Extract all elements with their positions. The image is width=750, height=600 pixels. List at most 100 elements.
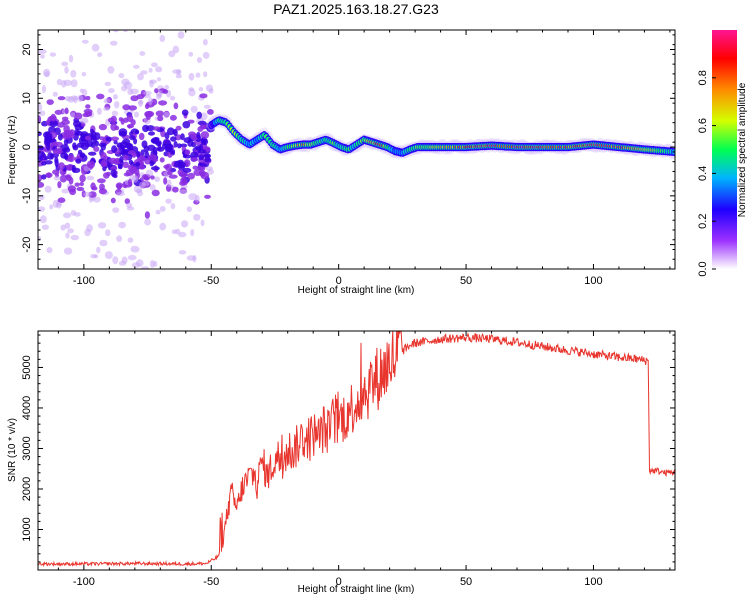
noise-blob	[126, 202, 133, 208]
noise-blob	[198, 87, 204, 92]
noise-blob	[151, 189, 160, 197]
noise-blob	[188, 88, 196, 97]
noise-blob	[38, 287, 46, 291]
noise-blob	[111, 110, 119, 117]
noise-blob	[136, 94, 145, 100]
noise-blob	[55, 172, 59, 178]
noise-blob	[139, 51, 146, 56]
noise-blob	[50, 113, 57, 122]
spectrogram-frame	[37, 29, 676, 270]
noise-blob	[171, 229, 177, 235]
noise-blob	[127, 143, 134, 150]
noise-blob	[180, 133, 185, 141]
noise-blob	[188, 72, 195, 81]
noise-blob	[127, 237, 134, 243]
noise-blob	[159, 157, 165, 163]
noise-blob	[51, 309, 59, 314]
noise-blob	[67, 154, 75, 163]
noise-blob	[56, 78, 63, 86]
snr-x-ticks: -100 -50 0 50 100	[57, 331, 671, 588]
noise-blob	[144, 218, 152, 226]
noise-blob	[38, 115, 42, 124]
noise-blob	[68, 54, 74, 63]
noise-blob	[121, 256, 128, 264]
noise-blob	[200, 131, 210, 139]
noise-blob	[79, 152, 86, 158]
noise-blob	[157, 115, 164, 122]
noise-blob	[57, 96, 66, 101]
noise-blob	[63, 212, 72, 219]
noise-blob	[176, 69, 182, 75]
noise-blob	[177, 143, 182, 149]
noise-blob	[46, 142, 51, 151]
noise-blob	[167, 143, 174, 149]
noise-blob	[84, 135, 91, 141]
noise-blob	[149, 260, 155, 268]
noise-blob	[153, 126, 160, 131]
noise-blob	[41, 161, 47, 166]
noise-blob	[110, 136, 120, 142]
noise-blob	[75, 158, 82, 164]
noise-blob	[73, 95, 78, 104]
noise-blob	[44, 71, 50, 78]
noise-blob	[64, 107, 69, 115]
noise-blob	[79, 117, 89, 124]
noise-blob	[86, 224, 93, 232]
snr-y-ticks: 1000 2000 3000 4000 5000	[21, 334, 675, 563]
noise-blob	[38, 181, 45, 188]
noise-blob	[131, 175, 139, 183]
noise-blob	[138, 132, 145, 141]
noise-blob	[142, 124, 150, 133]
noise-blob	[110, 40, 118, 46]
noise-blob	[151, 272, 155, 278]
noise-blob	[199, 162, 207, 167]
noise-blob	[177, 161, 186, 169]
noise-blob	[64, 66, 69, 74]
noise-blob	[64, 96, 72, 102]
noise-blob	[63, 138, 69, 146]
noise-blob	[52, 148, 62, 155]
noise-blob	[86, 175, 95, 181]
noise-blob	[148, 67, 153, 73]
noise-blob	[140, 266, 150, 269]
noise-blob	[118, 128, 128, 136]
noise-blob	[178, 231, 187, 238]
noise-blob	[49, 204, 54, 210]
noise-blob	[110, 169, 117, 177]
noise-blob	[113, 30, 119, 33]
noise-blob	[149, 160, 154, 167]
snr-y-tick-label: 1000	[21, 517, 33, 541]
snr-series-line	[38, 331, 675, 568]
noise-blob	[170, 95, 176, 101]
noise-blob	[202, 51, 210, 59]
noise-blob	[200, 112, 208, 121]
noise-blob	[196, 131, 201, 139]
noise-blob	[145, 110, 155, 118]
noise-blob	[123, 117, 129, 123]
colorbar-tick-label: 0.0	[697, 261, 709, 276]
spectrogram-marks	[38, 15, 675, 314]
noise-blob	[169, 15, 173, 22]
noise-blob	[51, 281, 56, 286]
noise-blob	[127, 178, 133, 187]
noise-blob	[159, 294, 164, 299]
noise-blob	[203, 71, 208, 78]
noise-blob	[199, 93, 208, 99]
noise-blob	[38, 145, 45, 151]
noise-blob	[155, 66, 163, 73]
noise-blob	[113, 140, 118, 145]
noise-blob	[61, 188, 70, 194]
noise-blob	[173, 141, 178, 148]
noise-blob	[41, 174, 47, 180]
noise-blob	[135, 161, 141, 167]
noise-blob	[141, 181, 150, 187]
noise-blob	[159, 205, 166, 212]
noise-blob	[90, 182, 96, 191]
noise-blob	[207, 109, 214, 115]
noise-blob	[110, 115, 117, 123]
noise-blob	[190, 157, 199, 162]
spectrogram-x-tick-label: 50	[460, 275, 472, 287]
noise-blob	[49, 120, 59, 127]
noise-blob	[181, 220, 189, 228]
noise-blob	[57, 133, 63, 141]
